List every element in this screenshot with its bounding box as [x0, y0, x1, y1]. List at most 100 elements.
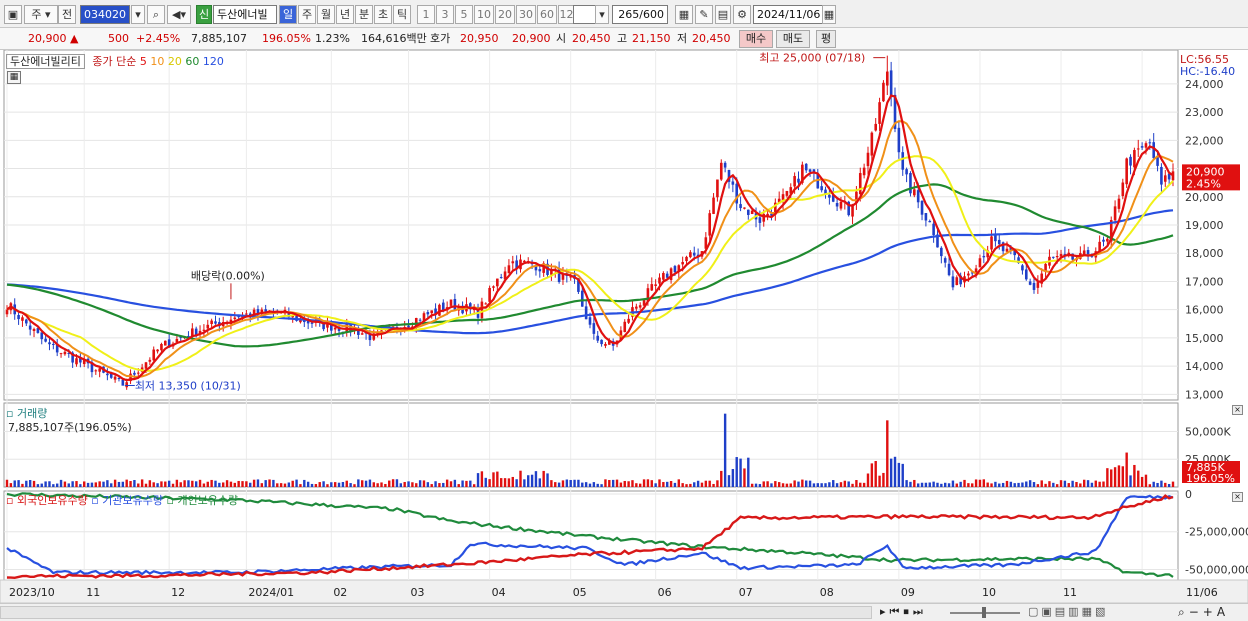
holdings-pane-close-icon[interactable]: ×	[1232, 492, 1243, 502]
sell-button[interactable]: 매도	[776, 30, 810, 48]
candle	[824, 186, 827, 199]
grid-tool-icon[interactable]: ▦	[675, 5, 693, 24]
draw-tool-icon[interactable]: ✎	[695, 5, 713, 24]
candle-body	[28, 325, 32, 330]
volume-bar	[67, 483, 70, 487]
candle-body	[642, 300, 646, 306]
volume-bar	[716, 480, 719, 487]
candle-body	[858, 173, 862, 195]
candle-body	[947, 263, 951, 276]
zoom-slider-handle[interactable]	[982, 607, 986, 618]
candle-body	[368, 334, 372, 341]
volume-bar	[1067, 483, 1070, 487]
date-input[interactable]: 2024/11/06	[753, 5, 823, 24]
zoom-controls[interactable]: ⌕−+A	[1178, 605, 1230, 619]
view-tools-icons[interactable]: ▢▣▤▥▦▧	[1028, 605, 1109, 618]
candle	[665, 271, 669, 280]
candle-body	[1044, 263, 1047, 272]
interval-button-5[interactable]: 5	[455, 5, 473, 24]
candle	[940, 246, 943, 264]
stock-title[interactable]: 두산에너빌리티	[6, 54, 85, 69]
ma-period-5[interactable]: 5	[139, 55, 151, 68]
ma5-line	[6, 94, 1174, 382]
candle	[770, 209, 773, 221]
volume-bar	[913, 479, 916, 487]
volume-bar	[476, 473, 480, 487]
interval-button-1[interactable]: 1	[417, 5, 435, 24]
candle	[951, 270, 955, 291]
candle-body	[538, 269, 542, 272]
stock-chart[interactable]: 24,00023,00022,00021,00020,00019,00018,0…	[0, 50, 1248, 603]
market-type-select[interactable]: 주 ▾	[24, 5, 58, 24]
x-tick-label: 2024/01	[248, 586, 294, 599]
candle	[98, 367, 101, 378]
speaker-icon[interactable]: ◀▾	[167, 5, 191, 24]
volume-bar	[604, 479, 607, 487]
candle-body	[580, 290, 584, 307]
candle-body	[25, 319, 28, 324]
candle-body	[1109, 220, 1113, 242]
volume-bar	[507, 478, 511, 487]
gear-icon[interactable]: ⚙	[733, 5, 751, 24]
volume-bar	[21, 483, 24, 487]
ma-period-120[interactable]: 120	[202, 55, 224, 68]
interval-button-3[interactable]: 3	[436, 5, 454, 24]
ma-period-10[interactable]: 10	[150, 55, 168, 68]
candle-body	[125, 382, 128, 388]
interval-button-10[interactable]: 10	[474, 5, 494, 24]
stock-name-field[interactable]: 두산에너빌	[213, 5, 277, 24]
playback-controls[interactable]: ▸⏮⏹⏭	[880, 605, 927, 618]
period-button-0[interactable]: 일	[279, 5, 297, 24]
volume-bar	[785, 483, 789, 487]
candle-body	[1125, 158, 1128, 185]
volume-bar	[1160, 480, 1163, 487]
window-menu-icon[interactable]: ▣	[4, 5, 22, 24]
chart-navigation-bar: ▸⏮⏹⏭ ▢▣▤▥▦▧ ⌕−+A	[0, 603, 1248, 621]
volume-bar	[83, 481, 86, 487]
stock-code-input[interactable]: 034020	[80, 5, 130, 24]
candle	[743, 207, 746, 210]
volume-pane-close-icon[interactable]: ×	[1232, 405, 1243, 415]
period-button-6[interactable]: 틱	[393, 5, 411, 24]
volume-pane-title: ▫ 거래량	[6, 407, 48, 420]
period-button-5[interactable]: 초	[374, 5, 392, 24]
foreign-holdings-label[interactable]: ▫ 외국인보유수량	[6, 494, 88, 507]
candle	[1117, 194, 1121, 213]
range-field[interactable]: 265/600	[612, 5, 668, 24]
period-button-4[interactable]: 분	[355, 5, 373, 24]
chart-scrollbar[interactable]	[0, 606, 872, 619]
volume-bar	[376, 483, 379, 487]
candle-body	[689, 252, 692, 258]
volume-bar	[361, 480, 364, 487]
ma-period-20[interactable]: 20	[167, 55, 186, 68]
candle	[889, 61, 893, 107]
last-price-label: 20,900	[1186, 165, 1225, 178]
minute-dropdown-icon[interactable]: ▾	[595, 5, 609, 24]
code-dropdown-icon[interactable]: ▾	[131, 5, 145, 24]
ma-label[interactable]: 종가 단순	[92, 55, 137, 68]
individual-holdings-label[interactable]: ▫ 개인보유수량	[166, 494, 239, 507]
prev-button[interactable]: 전	[58, 5, 76, 24]
search-icon[interactable]: ⌕	[147, 5, 165, 24]
interval-button-30[interactable]: 30	[516, 5, 536, 24]
candle	[434, 303, 437, 321]
candle-body	[179, 336, 183, 338]
eval-button[interactable]: 평	[816, 30, 836, 48]
volume-bar	[472, 484, 476, 487]
volume-bar	[44, 481, 47, 487]
price-value: 20,900	[28, 32, 67, 45]
period-button-3[interactable]: 년	[336, 5, 354, 24]
volume-bar	[225, 480, 229, 487]
candle	[106, 368, 109, 381]
interval-button-60[interactable]: 60	[537, 5, 557, 24]
calculator-icon[interactable]: ▦	[7, 71, 21, 84]
ma-period-60[interactable]: 60	[185, 55, 203, 68]
period-button-2[interactable]: 월	[317, 5, 335, 24]
buy-button[interactable]: 매수	[739, 30, 773, 48]
institution-holdings-label[interactable]: ▫ 기관보유수량	[91, 494, 163, 507]
calendar-icon[interactable]: ▦	[822, 5, 836, 24]
volume-bar	[947, 483, 951, 487]
interval-button-20[interactable]: 20	[495, 5, 515, 24]
save-icon[interactable]: ▤	[715, 5, 731, 24]
period-button-1[interactable]: 주	[298, 5, 316, 24]
